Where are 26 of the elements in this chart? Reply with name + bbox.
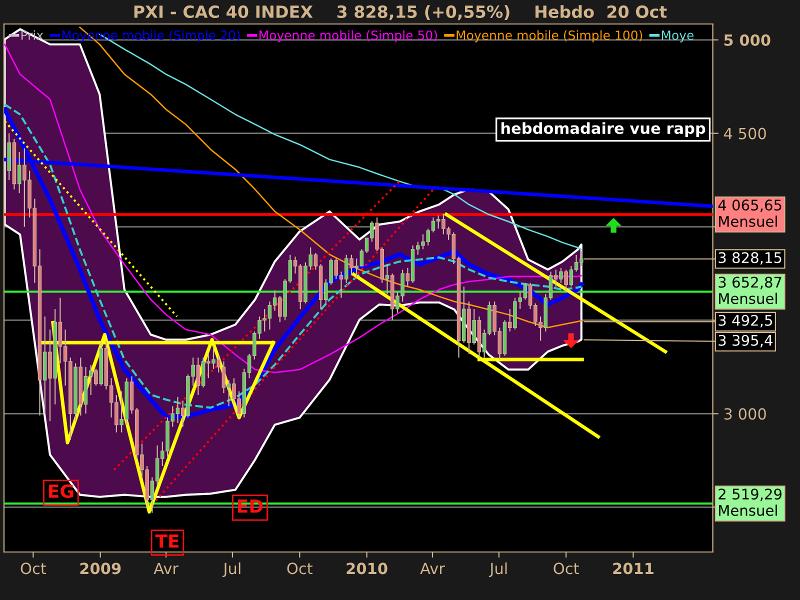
- x-tick-label: Oct: [20, 562, 46, 574]
- x-tick-label: Oct: [287, 562, 312, 574]
- x-tick-label: 2010: [346, 562, 388, 574]
- x-tick-label: Avr: [420, 562, 445, 574]
- legend-label: Moyenne mobile (Simple 50): [260, 30, 437, 42]
- annotation: 3 828,15: [718, 252, 782, 265]
- ref-line-label: 3 652,87 Mensuel: [718, 276, 782, 304]
- x-tick-label: Oct: [554, 562, 579, 574]
- annotation: 3 395,4: [718, 334, 772, 348]
- x-tick-label: Jul: [222, 562, 240, 578]
- annotation: hebdomadaire vue rapp: [501, 122, 706, 137]
- chart-title: PXI - CAC 40 INDEX 3 828,15 (+0,55%) Hebdo 20 Oct: [134, 5, 667, 20]
- x-tick-label: 2009: [80, 562, 121, 574]
- legend-label: Moyenne mobile (Simple 100): [456, 30, 642, 42]
- ref-line-label: 2 519,29 Mensuel: [718, 488, 782, 516]
- x-tick-label: 2011: [613, 562, 654, 574]
- annotation: 3 492,5: [718, 314, 772, 328]
- y-tick-label: 4 500: [724, 128, 766, 140]
- legend-label: Moye: [662, 30, 694, 42]
- ref-line-label: 4 065,65 Mensuel: [718, 200, 782, 227]
- annotation: TE: [155, 534, 179, 548]
- x-tick-label: Jul: [488, 562, 507, 578]
- annotation: EG: [49, 484, 74, 498]
- x-tick-label: Avr: [154, 562, 178, 574]
- y-tick-label: 3 000: [724, 408, 766, 420]
- y-tick-label: 5 000: [724, 34, 770, 46]
